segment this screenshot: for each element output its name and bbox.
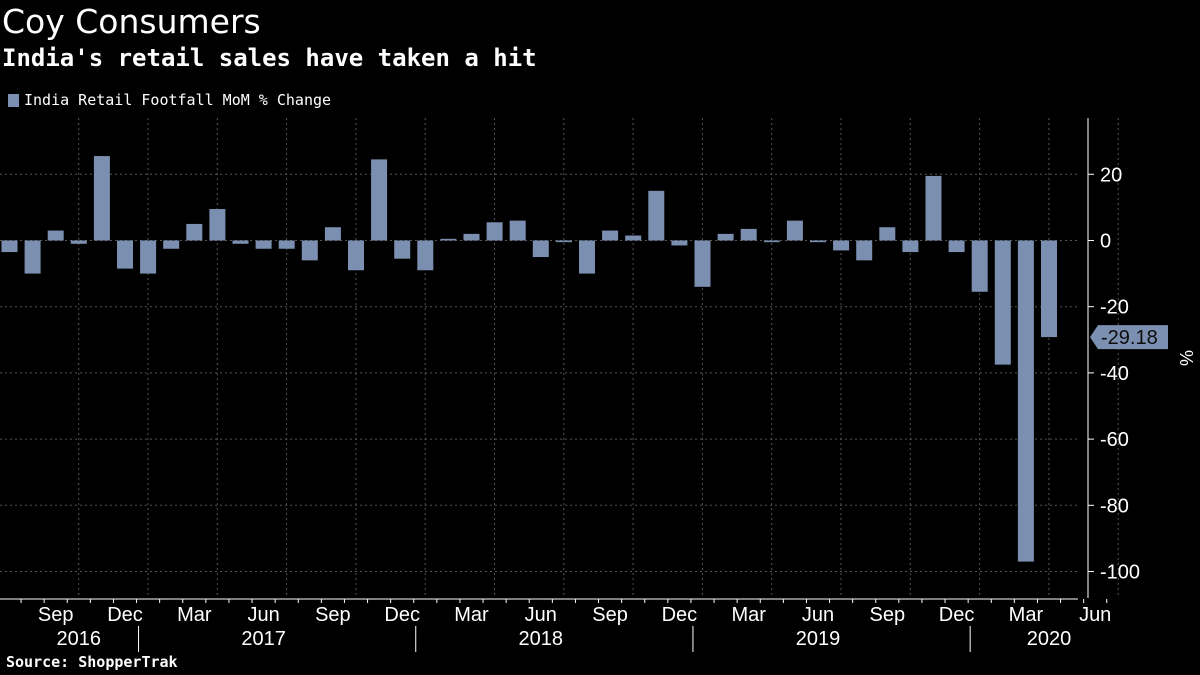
x-year-label: 2018: [519, 628, 564, 650]
chart-title: Coy Consumers: [2, 2, 261, 41]
bar: [1, 240, 18, 253]
bar: [1017, 240, 1034, 562]
x-tick-label: Mar: [731, 604, 766, 626]
bar: [671, 240, 688, 246]
x-tick-label: Jun: [525, 604, 557, 626]
bar: [740, 228, 757, 241]
legend-label: India Retail Footfall MoM % Change: [24, 91, 332, 109]
y-tick-label: -40: [1100, 363, 1129, 385]
legend-swatch: [8, 93, 19, 107]
bar: [994, 240, 1011, 365]
bar: [255, 240, 272, 249]
last-value-label: -29.18: [1101, 327, 1158, 349]
y-tick-label: -60: [1100, 429, 1129, 451]
x-tick-label: Sep: [592, 604, 628, 626]
bar: [47, 230, 64, 241]
bar: [324, 227, 341, 241]
bar: [856, 240, 873, 261]
y-tick-label: -20: [1100, 297, 1129, 319]
y-tick-label: 20: [1100, 164, 1122, 186]
y-tick-label: -80: [1100, 495, 1129, 517]
bar: [24, 240, 41, 274]
x-tick-label: Sep: [315, 604, 351, 626]
bar: [93, 156, 110, 241]
x-tick-label: Jun: [247, 604, 279, 626]
bar: [948, 240, 965, 253]
bar: [810, 240, 826, 243]
x-tick-label: Dec: [107, 604, 143, 626]
bar: [625, 235, 642, 241]
x-tick-label: Sep: [870, 604, 906, 626]
bar: [879, 227, 896, 241]
bar: [348, 240, 364, 271]
bar: [786, 220, 803, 241]
x-tick-label: Mar: [454, 604, 489, 626]
x-year-label: 2020: [1027, 628, 1072, 650]
bar: [532, 240, 549, 258]
bar: [117, 240, 133, 269]
y-tick-label: -100: [1100, 562, 1140, 584]
bar: [648, 190, 665, 241]
chart-subtitle: India's retail sales have taken a hit: [2, 44, 537, 72]
bar: [1041, 240, 1057, 338]
bar: [394, 240, 411, 259]
bar: [509, 220, 526, 241]
bar: [902, 240, 919, 253]
bar: [925, 175, 942, 241]
legend: India Retail Footfall MoM % Change: [8, 91, 331, 109]
x-tick-label: Sep: [38, 604, 74, 626]
bar: [602, 230, 619, 241]
bar: [694, 240, 711, 287]
bar: [486, 222, 503, 241]
bar: [463, 233, 480, 241]
x-tick-label: Dec: [384, 604, 420, 626]
bar: [301, 240, 318, 261]
y-axis-unit-label: %: [1176, 350, 1196, 366]
bar: [140, 240, 157, 274]
x-tick-label: Jun: [802, 604, 834, 626]
x-year-label: 2016: [57, 628, 102, 650]
bar: [371, 159, 388, 241]
x-tick-label: Dec: [662, 604, 698, 626]
bar: [232, 240, 249, 244]
bar: [971, 240, 988, 292]
source-note: Source: ShopperTrak: [6, 653, 178, 671]
x-tick-label: Mar: [1009, 604, 1044, 626]
last-value-tag: [1090, 325, 1168, 350]
bar: [833, 240, 850, 251]
x-year-label: 2019: [796, 628, 841, 650]
bar: [555, 240, 572, 243]
bar: [717, 233, 734, 241]
bar: [209, 209, 226, 241]
bar: [186, 223, 203, 241]
y-tick-label: 0: [1100, 230, 1111, 252]
bar: [70, 240, 87, 244]
bar: [440, 238, 457, 241]
bar: [278, 240, 295, 249]
bar: [163, 240, 180, 249]
bar: [579, 240, 595, 274]
x-tick-label: Dec: [939, 604, 975, 626]
x-tick-label: Mar: [177, 604, 212, 626]
x-year-label: 2017: [241, 628, 286, 650]
bar: [763, 240, 780, 243]
bar: [417, 240, 434, 271]
x-tick-label: Jun: [1079, 604, 1111, 626]
